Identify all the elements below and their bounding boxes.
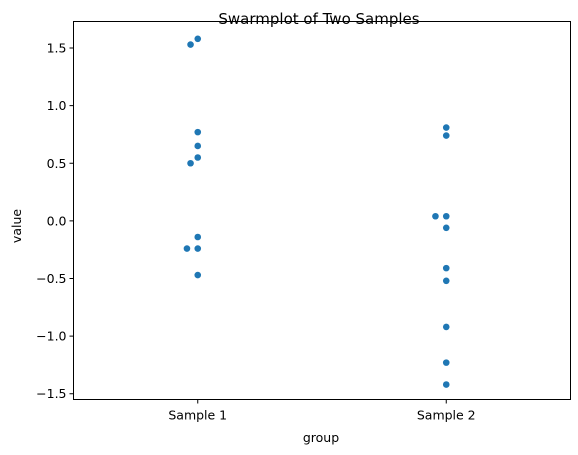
data-point	[187, 159, 194, 167]
data-point	[194, 35, 202, 43]
data-point	[442, 212, 450, 220]
data-point	[432, 212, 439, 220]
data-point	[187, 41, 194, 48]
data-point	[442, 277, 450, 285]
data-point	[183, 245, 191, 252]
x-axis-ticks: Sample 1 Sample 2	[168, 399, 476, 423]
y-axis-ticks: −1.5 −1.0 −0.5 0.0 0.5 1.0 1.5	[36, 41, 74, 401]
data-points	[183, 35, 450, 388]
data-point	[442, 132, 450, 139]
y-tick-label: 1.0	[47, 98, 67, 113]
data-point	[194, 142, 202, 150]
data-point	[194, 271, 202, 279]
data-point	[442, 381, 450, 388]
data-point	[194, 233, 202, 241]
y-tick-label: −0.5	[36, 271, 66, 286]
data-point	[442, 224, 450, 232]
data-point	[194, 245, 202, 252]
plot-area-frame	[73, 21, 571, 400]
y-tick-label: 0.5	[47, 156, 67, 171]
data-point	[442, 264, 450, 272]
x-tick-label: Sample 2	[417, 408, 476, 423]
data-point	[194, 128, 202, 136]
data-point	[442, 323, 450, 331]
y-tick-label: 1.5	[47, 41, 67, 56]
y-tick-label: −1.0	[36, 329, 66, 344]
chart-title: Swarmplot of Two Samples	[218, 10, 419, 28]
data-point	[442, 124, 450, 131]
data-point	[442, 359, 450, 366]
y-axis-label: value	[9, 209, 24, 243]
y-tick-label: −1.5	[36, 386, 66, 401]
x-tick-label: Sample 1	[168, 408, 227, 423]
y-tick-label: 0.0	[47, 213, 67, 228]
x-axis-label: group	[303, 430, 339, 445]
data-point	[194, 154, 202, 161]
